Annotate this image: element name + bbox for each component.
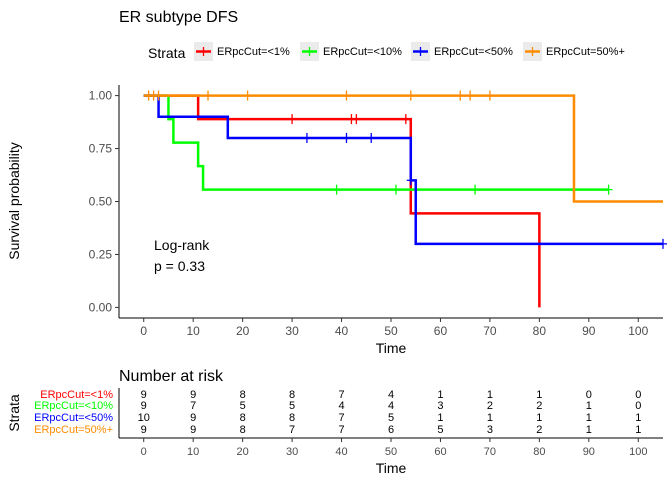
risk-count: 1 <box>536 412 542 424</box>
risk-count: 0 <box>635 389 641 401</box>
risk-row-label: ERpcCut=<50% <box>34 412 113 424</box>
x-tick-label: 60 <box>434 324 448 338</box>
risk-count: 1 <box>586 424 592 436</box>
risk-x-tick-label: 10 <box>187 446 199 458</box>
risk-count: 1 <box>635 424 641 436</box>
risk-x-tick-label: 0 <box>141 446 147 458</box>
risk-row-label: ERpcCut=<10% <box>34 400 113 412</box>
x-tick-label: 10 <box>187 324 201 338</box>
risk-count: 4 <box>388 389 394 401</box>
x-tick-label: 0 <box>140 324 147 338</box>
risk-count: 8 <box>240 412 246 424</box>
pvalue-label: p = 0.33 <box>154 258 205 274</box>
x-tick-label: 50 <box>384 324 398 338</box>
legend-label: ERpcCut=50%+ <box>546 46 625 58</box>
legend-label: ERpcCut=<50% <box>434 46 513 58</box>
y-axis-label: Survival probability <box>6 142 22 260</box>
x-tick-label: 70 <box>483 324 497 338</box>
risk-count: 1 <box>487 389 493 401</box>
risk-count: 7 <box>289 424 295 436</box>
risk-count: 6 <box>388 424 394 436</box>
legend-title: Strata <box>148 45 186 61</box>
risk-count: 4 <box>388 400 394 412</box>
risk-x-tick-label: 50 <box>385 446 397 458</box>
risk-count: 2 <box>536 424 542 436</box>
risk-count: 7 <box>338 424 344 436</box>
y-tick-label: 0.50 <box>89 195 113 209</box>
logrank-label: Log-rank <box>154 237 210 253</box>
risk-count: 9 <box>141 389 147 401</box>
risk-count: 7 <box>338 412 344 424</box>
risk-count: 7 <box>338 389 344 401</box>
x-tick-label: 30 <box>285 324 299 338</box>
y-tick-label: 1.00 <box>89 89 113 103</box>
legend: Strata ERpcCut=<1% ERpcCut=<10% ERpcCut=<5… <box>148 42 625 61</box>
x-axis-label: Time <box>376 340 407 356</box>
risk-x-tick-label: 30 <box>286 446 298 458</box>
risk-count: 8 <box>240 389 246 401</box>
risk-count: 9 <box>190 424 196 436</box>
risk-count: 8 <box>240 424 246 436</box>
risk-count: 10 <box>138 412 150 424</box>
risk-count: 0 <box>586 389 592 401</box>
chart-title: ER subtype DFS <box>119 9 238 26</box>
risk-count: 8 <box>289 389 295 401</box>
risk-count: 5 <box>289 400 295 412</box>
x-tick-label: 40 <box>335 324 349 338</box>
survival-curve-line <box>143 94 663 246</box>
x-tick-label: 80 <box>533 324 547 338</box>
y-tick-label: 0.00 <box>89 300 113 314</box>
risk-x-tick-label: 70 <box>484 446 496 458</box>
risk-count: 1 <box>487 412 493 424</box>
survival-curve-line <box>143 94 609 191</box>
risk-row-label: ERpcCut=<1% <box>40 389 113 401</box>
survival-curves <box>143 90 667 308</box>
risk-x-tick-label: 100 <box>629 446 647 458</box>
risk-row-label: ERpcCut=50%+ <box>34 424 113 436</box>
risk-x-tick-label: 60 <box>434 446 446 458</box>
risk-count: 5 <box>240 400 246 412</box>
survival-curve-line <box>143 94 663 203</box>
risk-count: 7 <box>190 400 196 412</box>
legend-label: ERpcCut=<10% <box>323 46 402 58</box>
risk-y-axis-label: Strata <box>6 394 22 432</box>
y-tick-label: 0.75 <box>89 142 113 156</box>
risk-count: 1 <box>586 400 592 412</box>
risk-count: 2 <box>487 400 493 412</box>
risk-count: 9 <box>141 400 147 412</box>
survival-curve-line <box>143 94 541 308</box>
risk-x-tick-label: 90 <box>583 446 595 458</box>
risk-count: 9 <box>141 424 147 436</box>
risk-count: 5 <box>437 424 443 436</box>
x-tick-label: 20 <box>236 324 250 338</box>
risk-count: 5 <box>388 412 394 424</box>
risk-count: 8 <box>289 412 295 424</box>
risk-x-tick-label: 20 <box>237 446 249 458</box>
risk-count: 2 <box>536 400 542 412</box>
risk-count: 1 <box>536 389 542 401</box>
risk-x-axis-label: Time <box>376 460 407 476</box>
risk-count: 9 <box>190 389 196 401</box>
risk-x-tick-label: 80 <box>533 446 545 458</box>
risk-count: 1 <box>437 412 443 424</box>
risk-x-tick-label: 40 <box>335 446 347 458</box>
risk-count: 3 <box>487 424 493 436</box>
risk-count: 9 <box>190 412 196 424</box>
risk-count: 1 <box>635 412 641 424</box>
x-tick-label: 90 <box>582 324 596 338</box>
risk-count: 4 <box>338 400 344 412</box>
risk-table-title: Number at risk <box>119 368 224 385</box>
x-tick-label: 100 <box>628 324 648 338</box>
risk-count: 1 <box>586 412 592 424</box>
plot-axes: 0.00 0.25 0.50 0.75 1.00 0 10 20 30 40 50 60 70 80 90… <box>6 85 663 356</box>
legend-label: ERpcCut=<1% <box>217 46 290 58</box>
risk-count: 1 <box>437 389 443 401</box>
y-tick-label: 0.25 <box>89 247 113 261</box>
risk-count: 3 <box>437 400 443 412</box>
risk-count: 0 <box>635 400 641 412</box>
